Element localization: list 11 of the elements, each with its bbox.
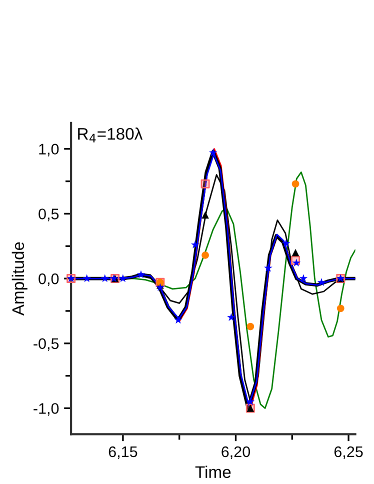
y-axis-title: Amplitude <box>12 242 28 316</box>
annotation: R$_{4}$=180λ <box>78 128 143 142</box>
y-tick-label: -0,5 <box>34 338 59 351</box>
y-tick-label: 1,0 <box>39 144 59 156</box>
y-tick-label: 0,5 <box>38 208 59 222</box>
y-tick-label: 0,0 <box>38 273 59 286</box>
x-tick-label: 6,20 <box>222 446 250 459</box>
y-tick-label: -1,0 <box>34 403 59 416</box>
x-axis-title: Time <box>195 466 231 478</box>
x-tick-label: 6,25 <box>334 446 363 459</box>
x-tick-label: 6,15 <box>108 446 138 459</box>
